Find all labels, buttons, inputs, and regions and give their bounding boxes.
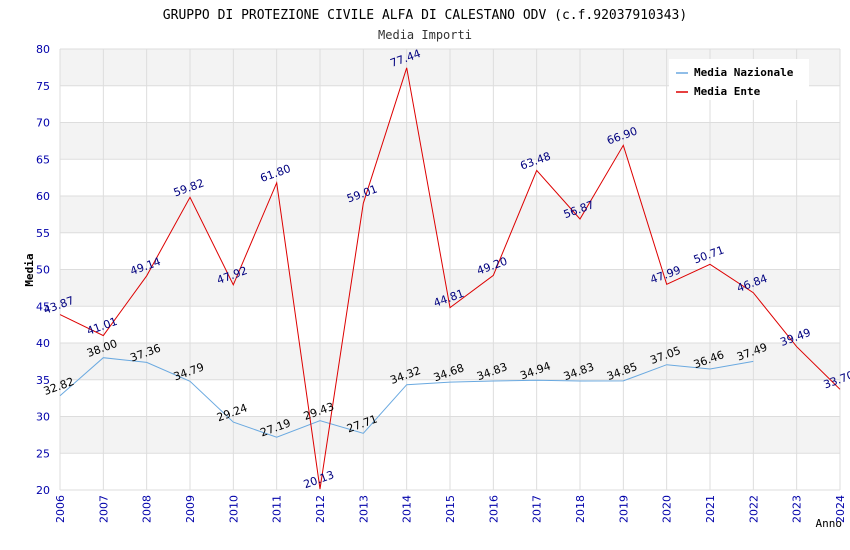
x-tick-label: 2006 — [54, 495, 67, 523]
x-tick-label: 2008 — [141, 495, 154, 523]
x-tick-label: 2015 — [444, 495, 457, 523]
x-tick-label: 2018 — [574, 495, 587, 523]
y-tick-label: 65 — [36, 153, 50, 166]
x-tick-label: 2024 — [834, 495, 847, 523]
x-axis-label: Anno — [816, 517, 843, 530]
x-tick-label: 2020 — [661, 495, 674, 523]
y-tick-label: 75 — [36, 80, 50, 93]
series-layer — [59, 67, 841, 490]
x-tick-label: 2007 — [97, 495, 110, 523]
x-tick-label: 2017 — [531, 495, 544, 523]
y-tick-label: 80 — [36, 43, 50, 56]
y-tick-label: 35 — [36, 374, 50, 387]
x-tick-label: 2021 — [704, 495, 717, 523]
chart-title: GRUPPO DI PROTEZIONE CIVILE ALFA DI CALE… — [163, 8, 687, 23]
x-tick-label: 2011 — [271, 495, 284, 523]
legend-entry: Media Nazionale — [694, 66, 794, 79]
y-tick-label: 45 — [36, 300, 50, 313]
legend-entry: Media Ente — [694, 85, 761, 98]
x-tick-label: 2016 — [487, 495, 500, 523]
series-line-2 — [59, 67, 841, 490]
y-tick-label: 30 — [36, 411, 50, 424]
x-tick-label: 2010 — [227, 495, 240, 523]
legend: Media Nazionale Media Ente — [669, 59, 809, 100]
x-tick-label: 2023 — [791, 495, 804, 523]
y-axis-ticks: 20 25 30 35 40 45 50 55 60 65 70 75 80 — [36, 43, 50, 497]
y-tick-label: 70 — [36, 117, 50, 130]
y-tick-label: 55 — [36, 227, 50, 240]
x-axis-ticks: 2006 2007 2008 2009 2010 2011 2012 2013 2014 2015… — [54, 495, 847, 523]
chart-subtitle: Media Importi — [378, 28, 472, 42]
x-tick-label: 2019 — [617, 495, 630, 523]
y-tick-label: 25 — [36, 447, 50, 460]
grid-lines — [59, 48, 841, 491]
x-tick-label: 2022 — [747, 495, 760, 523]
y-axis-label: Media — [23, 253, 36, 286]
y-tick-label: 50 — [36, 264, 50, 277]
y-tick-label: 40 — [36, 337, 50, 350]
legend-box — [669, 59, 809, 100]
x-tick-label: 2013 — [357, 495, 370, 523]
y-tick-label: 60 — [36, 190, 50, 203]
x-tick-label: 2014 — [401, 495, 414, 523]
x-tick-label: 2009 — [184, 495, 197, 523]
y-tick-label: 20 — [36, 484, 50, 497]
series-line-1 — [59, 357, 754, 438]
x-tick-label: 2012 — [314, 495, 327, 523]
